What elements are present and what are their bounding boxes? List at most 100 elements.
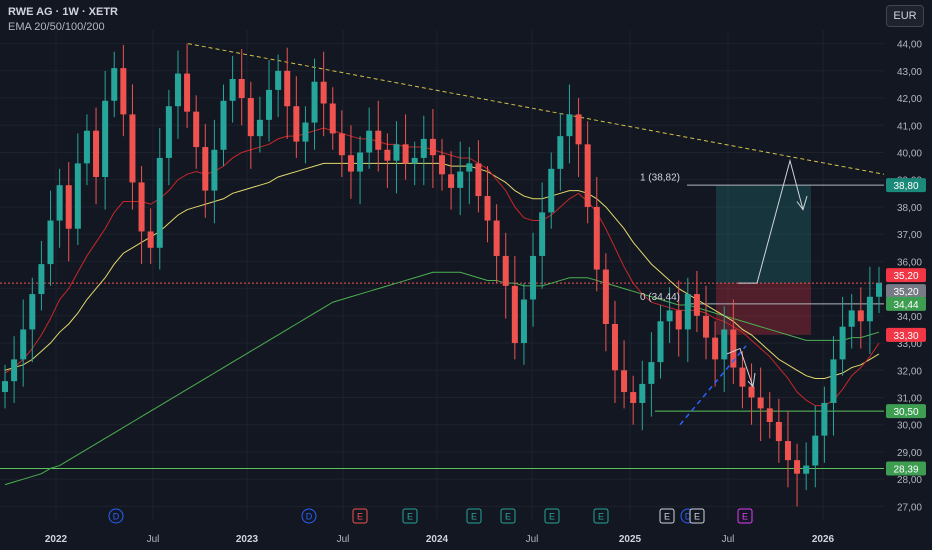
earnings-marker-icon[interactable] bbox=[593, 508, 609, 524]
earnings-marker-icon[interactable] bbox=[466, 508, 482, 524]
candle-body bbox=[20, 329, 27, 360]
y-tick-label: 36,00 bbox=[897, 257, 922, 268]
candle-body bbox=[639, 383, 646, 403]
candle-body bbox=[266, 89, 273, 120]
candle-body bbox=[703, 315, 710, 338]
currency-button[interactable]: EUR bbox=[886, 5, 924, 27]
price-axis-label-text: 35,20 bbox=[893, 287, 918, 298]
candle-body bbox=[11, 359, 18, 382]
event-marker-letter: D bbox=[113, 512, 120, 522]
price-axis-label-text: 28,39 bbox=[893, 465, 918, 476]
candle-body bbox=[539, 212, 546, 256]
candle-body bbox=[393, 144, 400, 161]
earnings-marker-icon[interactable] bbox=[544, 508, 560, 524]
projection-down-path bbox=[726, 347, 754, 387]
candle-body bbox=[684, 294, 691, 330]
candle-body bbox=[712, 337, 719, 360]
y-tick-label: 44,00 bbox=[897, 40, 922, 51]
x-tick-label: 2023 bbox=[236, 534, 259, 545]
projection-up-path bbox=[738, 158, 804, 284]
price-axis-label-text: 35,20 bbox=[893, 271, 918, 282]
fib-level-label: 1 (38,82) bbox=[640, 173, 680, 184]
candle-body bbox=[457, 171, 464, 188]
candle-body bbox=[156, 157, 163, 248]
earnings-marker-icon[interactable] bbox=[352, 508, 368, 524]
candle-body bbox=[548, 168, 555, 213]
candle-body bbox=[520, 299, 527, 344]
candle-body bbox=[611, 324, 618, 371]
candle-body bbox=[93, 130, 100, 177]
x-tick-label: Jul bbox=[526, 534, 539, 545]
x-tick-label: Jul bbox=[147, 534, 160, 545]
candle-body bbox=[493, 220, 500, 256]
candle-body bbox=[202, 147, 209, 191]
event-marker-letter: E bbox=[505, 512, 511, 522]
y-tick-label: 34,00 bbox=[897, 312, 922, 323]
event-marker-letter: E bbox=[357, 512, 363, 522]
price-axis-label bbox=[886, 268, 926, 283]
candle-body bbox=[757, 397, 764, 409]
target-zone bbox=[716, 185, 811, 284]
price-axis-label-text: 38,80 bbox=[893, 181, 918, 192]
candle-body bbox=[347, 155, 354, 172]
candle-body bbox=[857, 310, 864, 322]
candle-body bbox=[675, 310, 682, 330]
candle-body bbox=[693, 294, 700, 316]
price-axis-label-text: 30,50 bbox=[893, 407, 918, 418]
candle-body bbox=[165, 106, 172, 158]
y-tick-label: 28,00 bbox=[897, 475, 922, 486]
earnings-marker-icon[interactable] bbox=[500, 508, 516, 524]
candle-body bbox=[593, 206, 600, 270]
candle-body bbox=[803, 465, 810, 474]
candle-body bbox=[666, 310, 673, 322]
price-axis-label bbox=[886, 461, 926, 476]
candle-body bbox=[38, 264, 45, 295]
candle-body bbox=[184, 73, 191, 112]
candle-body bbox=[229, 79, 236, 101]
candle-body bbox=[821, 402, 828, 436]
candle-body bbox=[730, 329, 737, 368]
candle-body bbox=[621, 370, 628, 393]
earnings-marker-icon[interactable] bbox=[402, 508, 418, 524]
candle-body bbox=[65, 185, 72, 229]
candle-body bbox=[211, 149, 218, 191]
y-tick-label: 42,00 bbox=[897, 94, 922, 105]
earnings-marker-icon[interactable] bbox=[659, 508, 675, 524]
candle-body bbox=[429, 138, 436, 156]
candle-body bbox=[866, 296, 873, 322]
price-axis-label bbox=[886, 327, 926, 342]
candle-body bbox=[74, 163, 81, 229]
candle-body bbox=[1, 381, 9, 393]
candle-body bbox=[357, 152, 364, 172]
earnings-marker-icon[interactable] bbox=[689, 508, 705, 524]
candle-body bbox=[247, 98, 254, 137]
x-tick-label: Jul bbox=[722, 534, 735, 545]
arrow-head-icon bbox=[747, 372, 756, 388]
candle-body bbox=[147, 231, 154, 248]
dividend-marker-icon[interactable] bbox=[108, 508, 124, 524]
event-marker-letter: E bbox=[549, 512, 555, 522]
indicator-legend[interactable]: EMA 20/50/100/200 bbox=[8, 21, 105, 33]
candle-body bbox=[256, 119, 263, 137]
candle-body bbox=[293, 106, 300, 142]
earnings-marker-icon[interactable] bbox=[737, 508, 753, 524]
candle-body bbox=[29, 294, 36, 330]
event-marker-letter: E bbox=[694, 512, 700, 522]
x-tick-label: 2026 bbox=[812, 534, 835, 545]
y-tick-label: 33,00 bbox=[897, 339, 922, 350]
candle-body bbox=[138, 182, 145, 232]
y-tick-label: 41,00 bbox=[897, 121, 922, 132]
event-marker-letter: D bbox=[306, 512, 313, 522]
candle-body bbox=[530, 255, 537, 300]
price-axis-label bbox=[886, 284, 926, 299]
candle-body bbox=[575, 114, 582, 145]
dividend-marker-icon[interactable] bbox=[301, 508, 317, 524]
candle-body bbox=[875, 283, 883, 297]
y-tick-label: 32,00 bbox=[897, 366, 922, 377]
price-axis-label bbox=[886, 296, 926, 311]
candle-body bbox=[338, 133, 345, 156]
candle-body bbox=[83, 130, 90, 164]
candle-body bbox=[794, 460, 801, 474]
event-marker-letter: E bbox=[664, 512, 670, 522]
